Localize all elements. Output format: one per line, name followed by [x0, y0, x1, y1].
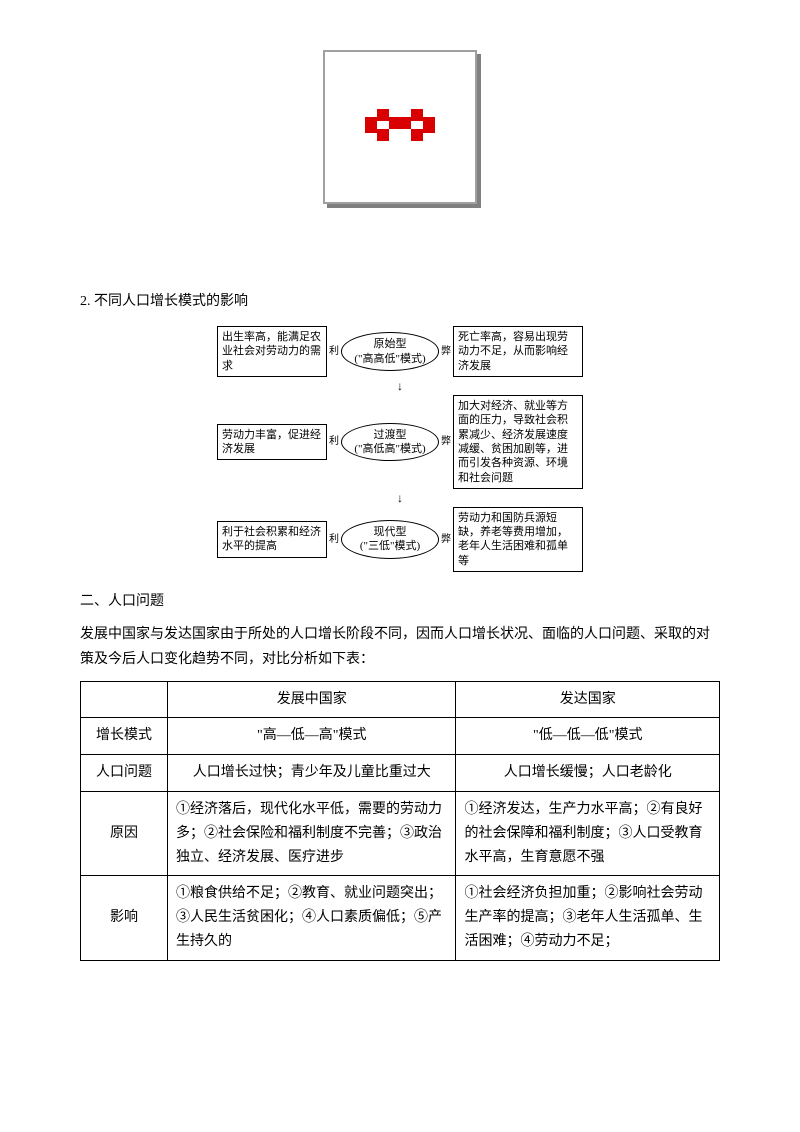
- cell-dev-growth: "高—低—高"模式: [168, 718, 456, 755]
- broken-image-placeholder: [80, 50, 720, 209]
- th-blank: [81, 681, 168, 718]
- cell-dev-problem: 人口增长过快；青少年及儿童比重过大: [168, 755, 456, 792]
- flow-center-3-l1: 现代型: [350, 525, 430, 539]
- flow-bi-1: 弊: [439, 345, 453, 358]
- cell-devd-reason: ①经济发达，生产力水平高；②有良好的社会保障和福利制度；③人口受教育水平高，生育…: [456, 792, 720, 876]
- table-row: 人口问题 人口增长过快；青少年及儿童比重过大 人口增长缓慢；人口老龄化: [81, 755, 720, 792]
- flow-center-2-l1: 过渡型: [350, 428, 430, 442]
- flow-li-1: 利: [327, 345, 341, 358]
- flow-right-3: 劳动力和国防兵源短缺，养老等费用增加，老年人生活困难和孤单等: [453, 507, 583, 572]
- flow-bi-3: 弊: [439, 533, 453, 546]
- heading-2: 二、人口问题: [80, 589, 720, 614]
- flow-center-1: 原始型 ("高高低"模式): [341, 332, 439, 371]
- table-header-row: 发展中国家 发达国家: [81, 681, 720, 718]
- cell-devd-growth: "低—低—低"模式: [456, 718, 720, 755]
- paragraph-2: 发展中国家与发达国家由于所处的人口增长阶段不同，因而人口增长状况、面临的人口问题…: [80, 622, 720, 672]
- comparison-table: 发展中国家 发达国家 增长模式 "高—低—高"模式 "低—低—低"模式 人口问题…: [80, 681, 720, 961]
- flow-arrow-1: ↓: [200, 379, 600, 393]
- broken-image-box: [323, 50, 477, 204]
- flow-li-2: 利: [327, 435, 341, 448]
- flow-left-2: 劳动力丰富，促进经济发展: [217, 424, 327, 461]
- flowchart: 出生率高，能满足农业社会对劳动力的需求 利 原始型 ("高高低"模式) 弊 死亡…: [80, 324, 720, 574]
- flow-left-1: 出生率高，能满足农业社会对劳动力的需求: [217, 326, 327, 377]
- flow-center-1-l1: 原始型: [350, 337, 430, 351]
- flow-arrow-2: ↓: [200, 491, 600, 505]
- flow-right-2: 加大对经济、就业等方面的压力，导致社会积累减少、经济发展速度减缓、贫困加剧等，进…: [453, 395, 583, 489]
- row-label-reason: 原因: [81, 792, 168, 876]
- row-label-problem: 人口问题: [81, 755, 168, 792]
- row-label-impact: 影响: [81, 876, 168, 960]
- flow-row-3: 利于社会积累和经济水平的提高 利 现代型 ("三低"模式) 弊 劳动力和国防兵源…: [200, 507, 600, 572]
- table-row: 增长模式 "高—低—高"模式 "低—低—低"模式: [81, 718, 720, 755]
- cell-devd-impact: ①社会经济负担加重；②影响社会劳动生产率的提高；③老年人生活孤单、生活困难；④劳…: [456, 876, 720, 960]
- flow-center-3-l2: ("三低"模式): [350, 539, 430, 553]
- flow-center-1-l2: ("高高低"模式): [350, 352, 430, 366]
- th-developed: 发达国家: [456, 681, 720, 718]
- flow-center-2: 过渡型 ("高低高"模式): [341, 423, 439, 462]
- cell-dev-impact: ①粮食供给不足；②教育、就业问题突出；③人民生活贫困化；④人口素质偏低；⑤产生持…: [168, 876, 456, 960]
- cell-devd-problem: 人口增长缓慢；人口老龄化: [456, 755, 720, 792]
- cell-dev-reason: ①经济落后，现代化水平低，需要的劳动力多；②社会保险和福利制度不完善；③政治独立…: [168, 792, 456, 876]
- broken-image-icon: [365, 97, 435, 157]
- table-row: 影响 ①粮食供给不足；②教育、就业问题突出；③人民生活贫困化；④人口素质偏低；⑤…: [81, 876, 720, 960]
- flow-li-3: 利: [327, 533, 341, 546]
- row-label-growth: 增长模式: [81, 718, 168, 755]
- section-2-title: 2. 不同人口增长模式的影响: [80, 289, 720, 314]
- flow-row-1: 出生率高，能满足农业社会对劳动力的需求 利 原始型 ("高高低"模式) 弊 死亡…: [200, 326, 600, 377]
- flow-center-3: 现代型 ("三低"模式): [341, 520, 439, 559]
- flow-center-2-l2: ("高低高"模式): [350, 442, 430, 456]
- flow-left-3: 利于社会积累和经济水平的提高: [217, 521, 327, 558]
- table-row: 原因 ①经济落后，现代化水平低，需要的劳动力多；②社会保险和福利制度不完善；③政…: [81, 792, 720, 876]
- th-developing: 发展中国家: [168, 681, 456, 718]
- flow-row-2: 劳动力丰富，促进经济发展 利 过渡型 ("高低高"模式) 弊 加大对经济、就业等…: [200, 395, 600, 489]
- flow-bi-2: 弊: [439, 435, 453, 448]
- flow-right-1: 死亡率高，容易出现劳动力不足，从而影响经济发展: [453, 326, 583, 377]
